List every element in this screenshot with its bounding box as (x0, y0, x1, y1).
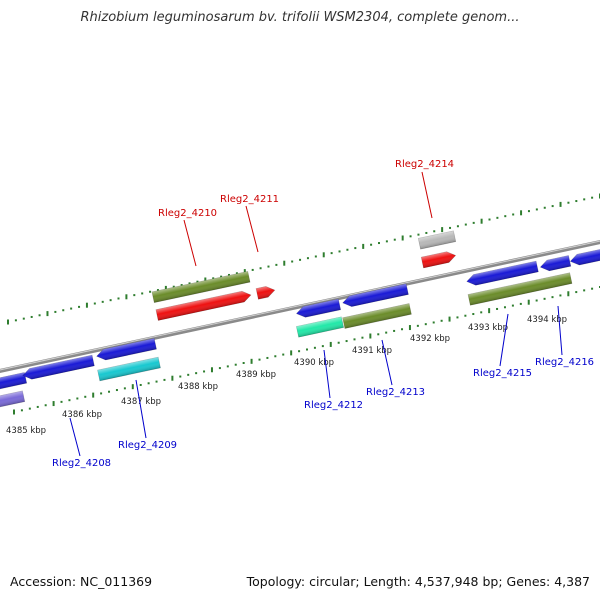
gene-label-rleg2_4213[interactable]: Rleg2_4213 (366, 387, 425, 398)
gene-label-rleg2_4216[interactable]: Rleg2_4216 (535, 357, 594, 368)
genome-summary: Topology: circular; Length: 4,537,948 bp… (246, 574, 590, 589)
feature-arrow[interactable] (539, 255, 572, 272)
gene-labels: Rleg2_4208 Rleg2_4209 Rleg2_4210Rleg2_4211… (52, 159, 594, 469)
scale-labels: 4385 kbp 4386 kbp 4387 kbp 4388 kbp 4389 kbp… (6, 315, 567, 436)
scale-label: 4390 kbp (294, 358, 334, 368)
feature-arrow[interactable] (22, 354, 95, 381)
scale-label: 4392 kbp (410, 334, 450, 344)
gene-leader-line (245, 205, 259, 253)
feature-block[interactable] (151, 270, 251, 304)
gene-label-rleg2_4209[interactable]: Rleg2_4209 (118, 440, 177, 451)
upper-tick-ring (7, 193, 600, 325)
genome-backbone (0, 240, 600, 373)
gene-label-rleg2_4215[interactable]: Rleg2_4215 (473, 368, 532, 379)
feature-arrow[interactable] (255, 285, 276, 300)
feature-block[interactable] (97, 356, 161, 382)
gene-leader-line (421, 171, 433, 219)
feature-arrow[interactable] (155, 290, 252, 321)
scale-label: 4391 kbp (352, 346, 392, 356)
feature-block[interactable] (0, 390, 26, 410)
feature-block[interactable] (467, 272, 573, 306)
gene-leader-line (135, 379, 147, 439)
scale-label: 4386 kbp (62, 410, 102, 420)
lower-tick-ring (13, 286, 600, 415)
gene-label-rleg2_4208[interactable]: Rleg2_4208 (52, 458, 111, 469)
gene-label-rleg2_4211[interactable]: Rleg2_4211 (220, 194, 279, 205)
feature-arrow[interactable] (466, 260, 539, 287)
feature-block[interactable] (342, 303, 412, 329)
gene-leader-line (323, 349, 331, 399)
gene-features (0, 230, 600, 410)
gene-leader-line (557, 305, 563, 356)
scale-label: 4394 kbp (527, 315, 567, 325)
feature-block[interactable] (417, 230, 457, 250)
feature-arrow[interactable] (96, 337, 157, 361)
gene-label-rleg2_4214[interactable]: Rleg2_4214 (395, 159, 454, 170)
gene-leader-line (381, 339, 393, 386)
scale-label: 4387 kbp (121, 397, 161, 407)
feature-arrow[interactable] (342, 283, 409, 309)
feature-arrow[interactable] (0, 372, 28, 391)
feature-arrow[interactable] (420, 250, 457, 269)
scale-label: 4388 kbp (178, 382, 218, 392)
feature-block[interactable] (296, 316, 344, 338)
scale-label: 4389 kbp (236, 370, 276, 380)
gene-label-rleg2_4210[interactable]: Rleg2_4210 (158, 208, 217, 219)
map-title: Rhizobium leguminosarum bv. trifolii WSM… (80, 10, 520, 25)
gene-leader-line (499, 313, 509, 367)
genome-backbone-highlight (0, 240, 600, 371)
gene-label-rleg2_4212[interactable]: Rleg2_4212 (304, 400, 363, 411)
accession-info: Accession: NC_011369 (10, 574, 153, 589)
gene-leader-line (183, 219, 197, 267)
feature-arrow[interactable] (569, 248, 600, 266)
scale-label: 4393 kbp (468, 323, 508, 333)
gene-leader-line (69, 417, 81, 457)
scale-label: 4385 kbp (6, 426, 46, 436)
feature-arrow[interactable] (295, 298, 342, 319)
